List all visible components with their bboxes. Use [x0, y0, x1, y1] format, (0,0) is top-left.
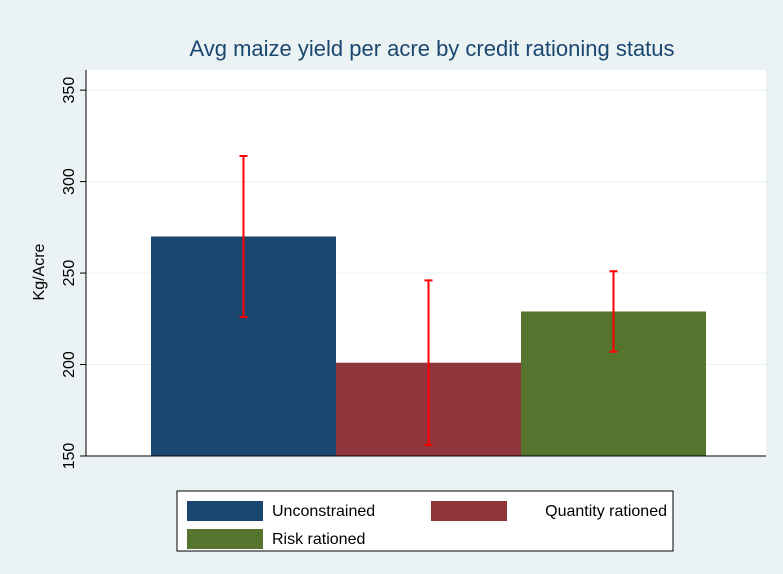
legend-label: Risk rationed: [272, 531, 365, 548]
y-axis-label: Kg/Acre: [31, 243, 48, 300]
y-tick-label: 350: [61, 77, 78, 104]
legend-label: Quantity rationed: [545, 503, 667, 520]
y-tick-label: 250: [61, 260, 78, 287]
y-tick-label: 200: [61, 351, 78, 378]
chart-title: Avg maize yield per acre by credit ratio…: [189, 36, 674, 61]
y-tick-label: 300: [61, 168, 78, 195]
error-bar: [239, 154, 248, 318]
legend-swatch: [187, 501, 263, 521]
y-tick-label: 150: [61, 443, 78, 470]
legend-label: Unconstrained: [272, 503, 375, 520]
legend-swatch: [431, 501, 507, 521]
error-bar: [609, 270, 618, 353]
error-bar: [424, 279, 433, 447]
legend-swatch: [187, 529, 263, 549]
